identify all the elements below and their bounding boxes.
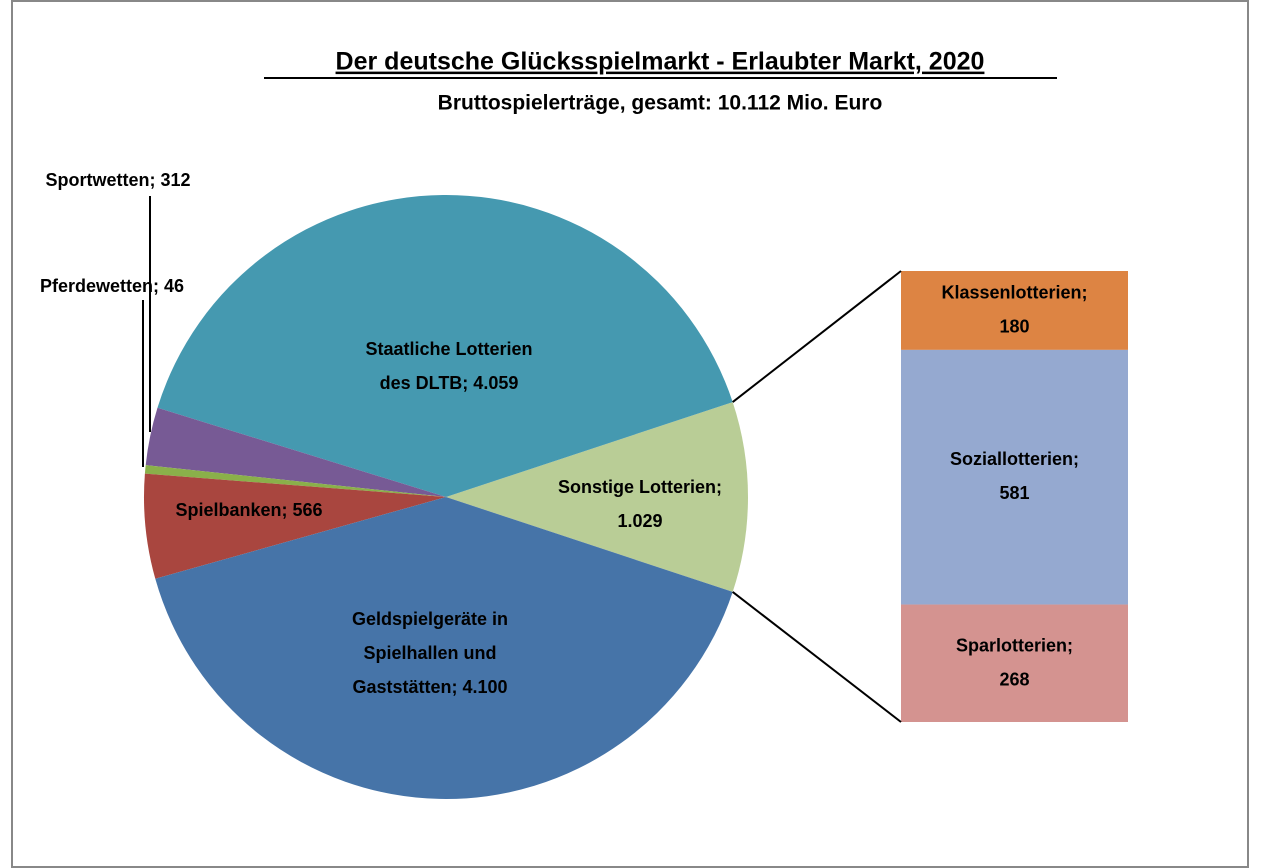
data-label-line: Klassenlotterien; — [941, 282, 1087, 302]
pie-slice — [155, 497, 733, 800]
data-label: Staatliche Lotterien des DLTB; 4.059 — [365, 339, 532, 393]
data-label: Sonstige Lotterien; 1.029 — [558, 477, 722, 531]
bar-segment — [901, 349, 1128, 605]
data-label-line: Soziallotterien; — [950, 449, 1079, 469]
data-label: Spielbanken; 566 — [175, 500, 322, 520]
data-label-line: Geldspielgeräte in — [352, 609, 508, 629]
data-label-line: Spielbanken; 566 — [175, 500, 322, 520]
data-label-line: 581 — [999, 483, 1029, 503]
data-label-line: Gaststätten; 4.100 — [352, 677, 507, 697]
bar-segment — [901, 604, 1128, 722]
data-label: Geldspielgeräte in Spielhallen und Gaststä… — [352, 609, 508, 697]
data-label: Klassenlotterien; 180 — [941, 282, 1087, 336]
data-label: Soziallotterien; 581 — [950, 449, 1079, 503]
pie-slice — [157, 195, 733, 497]
chart-title: Der deutsche Glücksspielmarkt - Erlaubte… — [336, 48, 985, 76]
data-label: Pferdewetten; 46 — [40, 276, 184, 296]
data-label-line: 268 — [999, 669, 1029, 689]
data-label-line: 180 — [999, 316, 1029, 336]
bar-segment — [901, 271, 1128, 350]
chart-subtitle: Bruttospielerträge, gesamt: 10.112 Mio. … — [438, 92, 883, 115]
data-label-line: Sonstige Lotterien; — [558, 477, 722, 497]
data-label: Sportwetten; 312 — [45, 170, 190, 190]
data-label: Sparlotterien; 268 — [956, 635, 1073, 689]
data-label-line: des DLTB; 4.059 — [380, 373, 519, 393]
data-label-line: Staatliche Lotterien — [365, 339, 532, 359]
data-label-line: Pferdewetten; 46 — [40, 276, 184, 296]
pie-slice — [144, 465, 446, 497]
data-label-line: Sparlotterien; — [956, 635, 1073, 655]
pie-slice — [145, 407, 447, 497]
connector-line — [732, 270, 902, 403]
pie-slice — [144, 473, 446, 579]
connector-line — [732, 591, 902, 723]
data-label-line: Spielhallen und — [363, 643, 496, 663]
data-label-line: Sportwetten; 312 — [45, 170, 190, 190]
data-label-line: 1.029 — [617, 511, 662, 531]
pie-slice — [446, 402, 748, 592]
